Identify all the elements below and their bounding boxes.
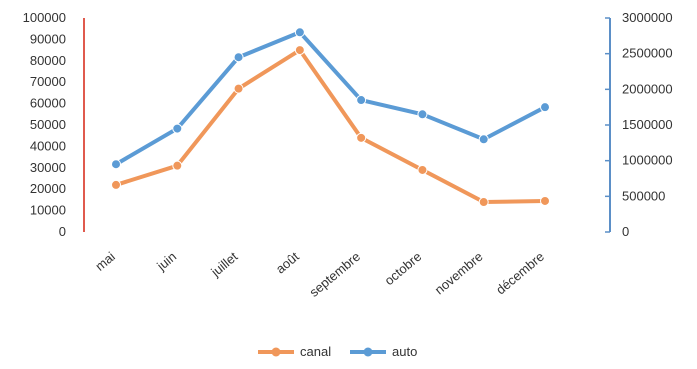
right-tick-label: 3000000 <box>622 10 673 25</box>
data-point-canal <box>172 160 183 171</box>
right-tick-label: 1500000 <box>622 117 673 132</box>
left-tick-label: 90000 <box>30 31 66 46</box>
right-tick-label: 2000000 <box>622 81 673 96</box>
series-line-auto <box>114 30 547 167</box>
data-point-canal <box>417 164 428 175</box>
data-point-auto <box>111 159 121 170</box>
right-tick-label: 2500000 <box>622 46 673 61</box>
data-point-auto <box>172 123 183 134</box>
left-tick-label: 80000 <box>30 53 66 68</box>
data-point-canal <box>294 45 305 56</box>
data-point-canal <box>540 195 550 206</box>
data-point-auto <box>294 27 305 38</box>
x-tick-label: novembre <box>432 249 486 298</box>
x-axis: mai juin juillet août septembre octobre novemb… <box>92 249 547 300</box>
x-tick-label: août <box>273 249 302 277</box>
legend-marker-auto <box>363 347 373 357</box>
series-layer <box>111 27 550 208</box>
data-point-auto <box>356 95 367 106</box>
data-point-canal <box>233 83 244 94</box>
left-tick-label: 70000 <box>30 74 66 89</box>
data-point-auto <box>540 102 550 113</box>
right-tick-label: 0 <box>622 224 629 239</box>
right-y-axis: 0 500000 1000000 1500000 2000000 2500000 30000… <box>605 10 673 239</box>
legend-marker-canal <box>271 347 281 357</box>
data-point-canal <box>111 179 121 190</box>
right-tick-label: 500000 <box>622 188 665 203</box>
data-point-auto <box>233 52 244 63</box>
left-tick-label: 50000 <box>30 117 66 132</box>
data-point-canal <box>356 132 367 143</box>
x-tick-label: décembre <box>493 249 547 298</box>
x-tick-label: octobre <box>381 249 424 288</box>
data-point-canal <box>478 197 489 208</box>
data-point-auto <box>478 134 489 145</box>
left-y-axis: 0 10000 20000 30000 40000 50000 60000 70000 8000… <box>23 10 85 239</box>
left-tick-label: 60000 <box>30 96 66 111</box>
left-tick-label: 0 <box>59 224 66 239</box>
left-tick-label: 40000 <box>30 138 66 153</box>
legend: canal auto <box>258 344 417 359</box>
data-point-auto <box>417 109 428 120</box>
x-tick-label: septembre <box>306 249 363 300</box>
legend-label-canal: canal <box>300 344 331 359</box>
right-tick-label: 1000000 <box>622 153 673 168</box>
x-tick-label: juillet <box>207 249 240 280</box>
legend-label-auto: auto <box>392 344 417 359</box>
series-line-canal <box>114 48 547 205</box>
left-tick-label: 10000 <box>30 203 66 218</box>
left-tick-label: 30000 <box>30 160 66 175</box>
left-tick-label: 20000 <box>30 181 66 196</box>
x-tick-label: juin <box>153 249 179 274</box>
x-tick-label: mai <box>92 249 118 274</box>
left-tick-label: 100000 <box>23 10 66 25</box>
